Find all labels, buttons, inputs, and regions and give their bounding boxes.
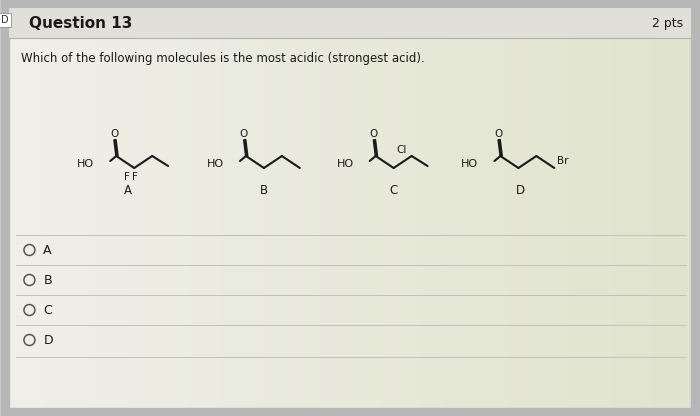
Text: HO: HO	[77, 159, 94, 169]
Text: F: F	[132, 172, 138, 182]
Text: O: O	[240, 129, 248, 139]
Text: 2 pts: 2 pts	[652, 17, 683, 30]
Text: D: D	[1, 15, 8, 25]
Text: A: A	[124, 185, 132, 198]
Text: F: F	[125, 172, 130, 182]
Text: O: O	[494, 129, 503, 139]
Text: D: D	[516, 185, 525, 198]
Text: Question 13: Question 13	[29, 15, 133, 30]
Text: O: O	[370, 129, 378, 139]
Text: Which of the following molecules is the most acidic (strongest acid).: Which of the following molecules is the …	[22, 52, 425, 65]
Text: HO: HO	[207, 159, 224, 169]
Text: Br: Br	[557, 156, 569, 166]
Text: O: O	[110, 129, 118, 139]
Text: Cl: Cl	[397, 145, 407, 155]
Text: HO: HO	[337, 159, 354, 169]
Text: D: D	[43, 334, 53, 347]
Text: HO: HO	[461, 159, 479, 169]
Bar	[10, 8, 691, 38]
Text: B: B	[260, 185, 268, 198]
Text: C: C	[43, 304, 52, 317]
Text: C: C	[389, 185, 398, 198]
Text: B: B	[43, 273, 52, 287]
Text: A: A	[43, 243, 52, 257]
